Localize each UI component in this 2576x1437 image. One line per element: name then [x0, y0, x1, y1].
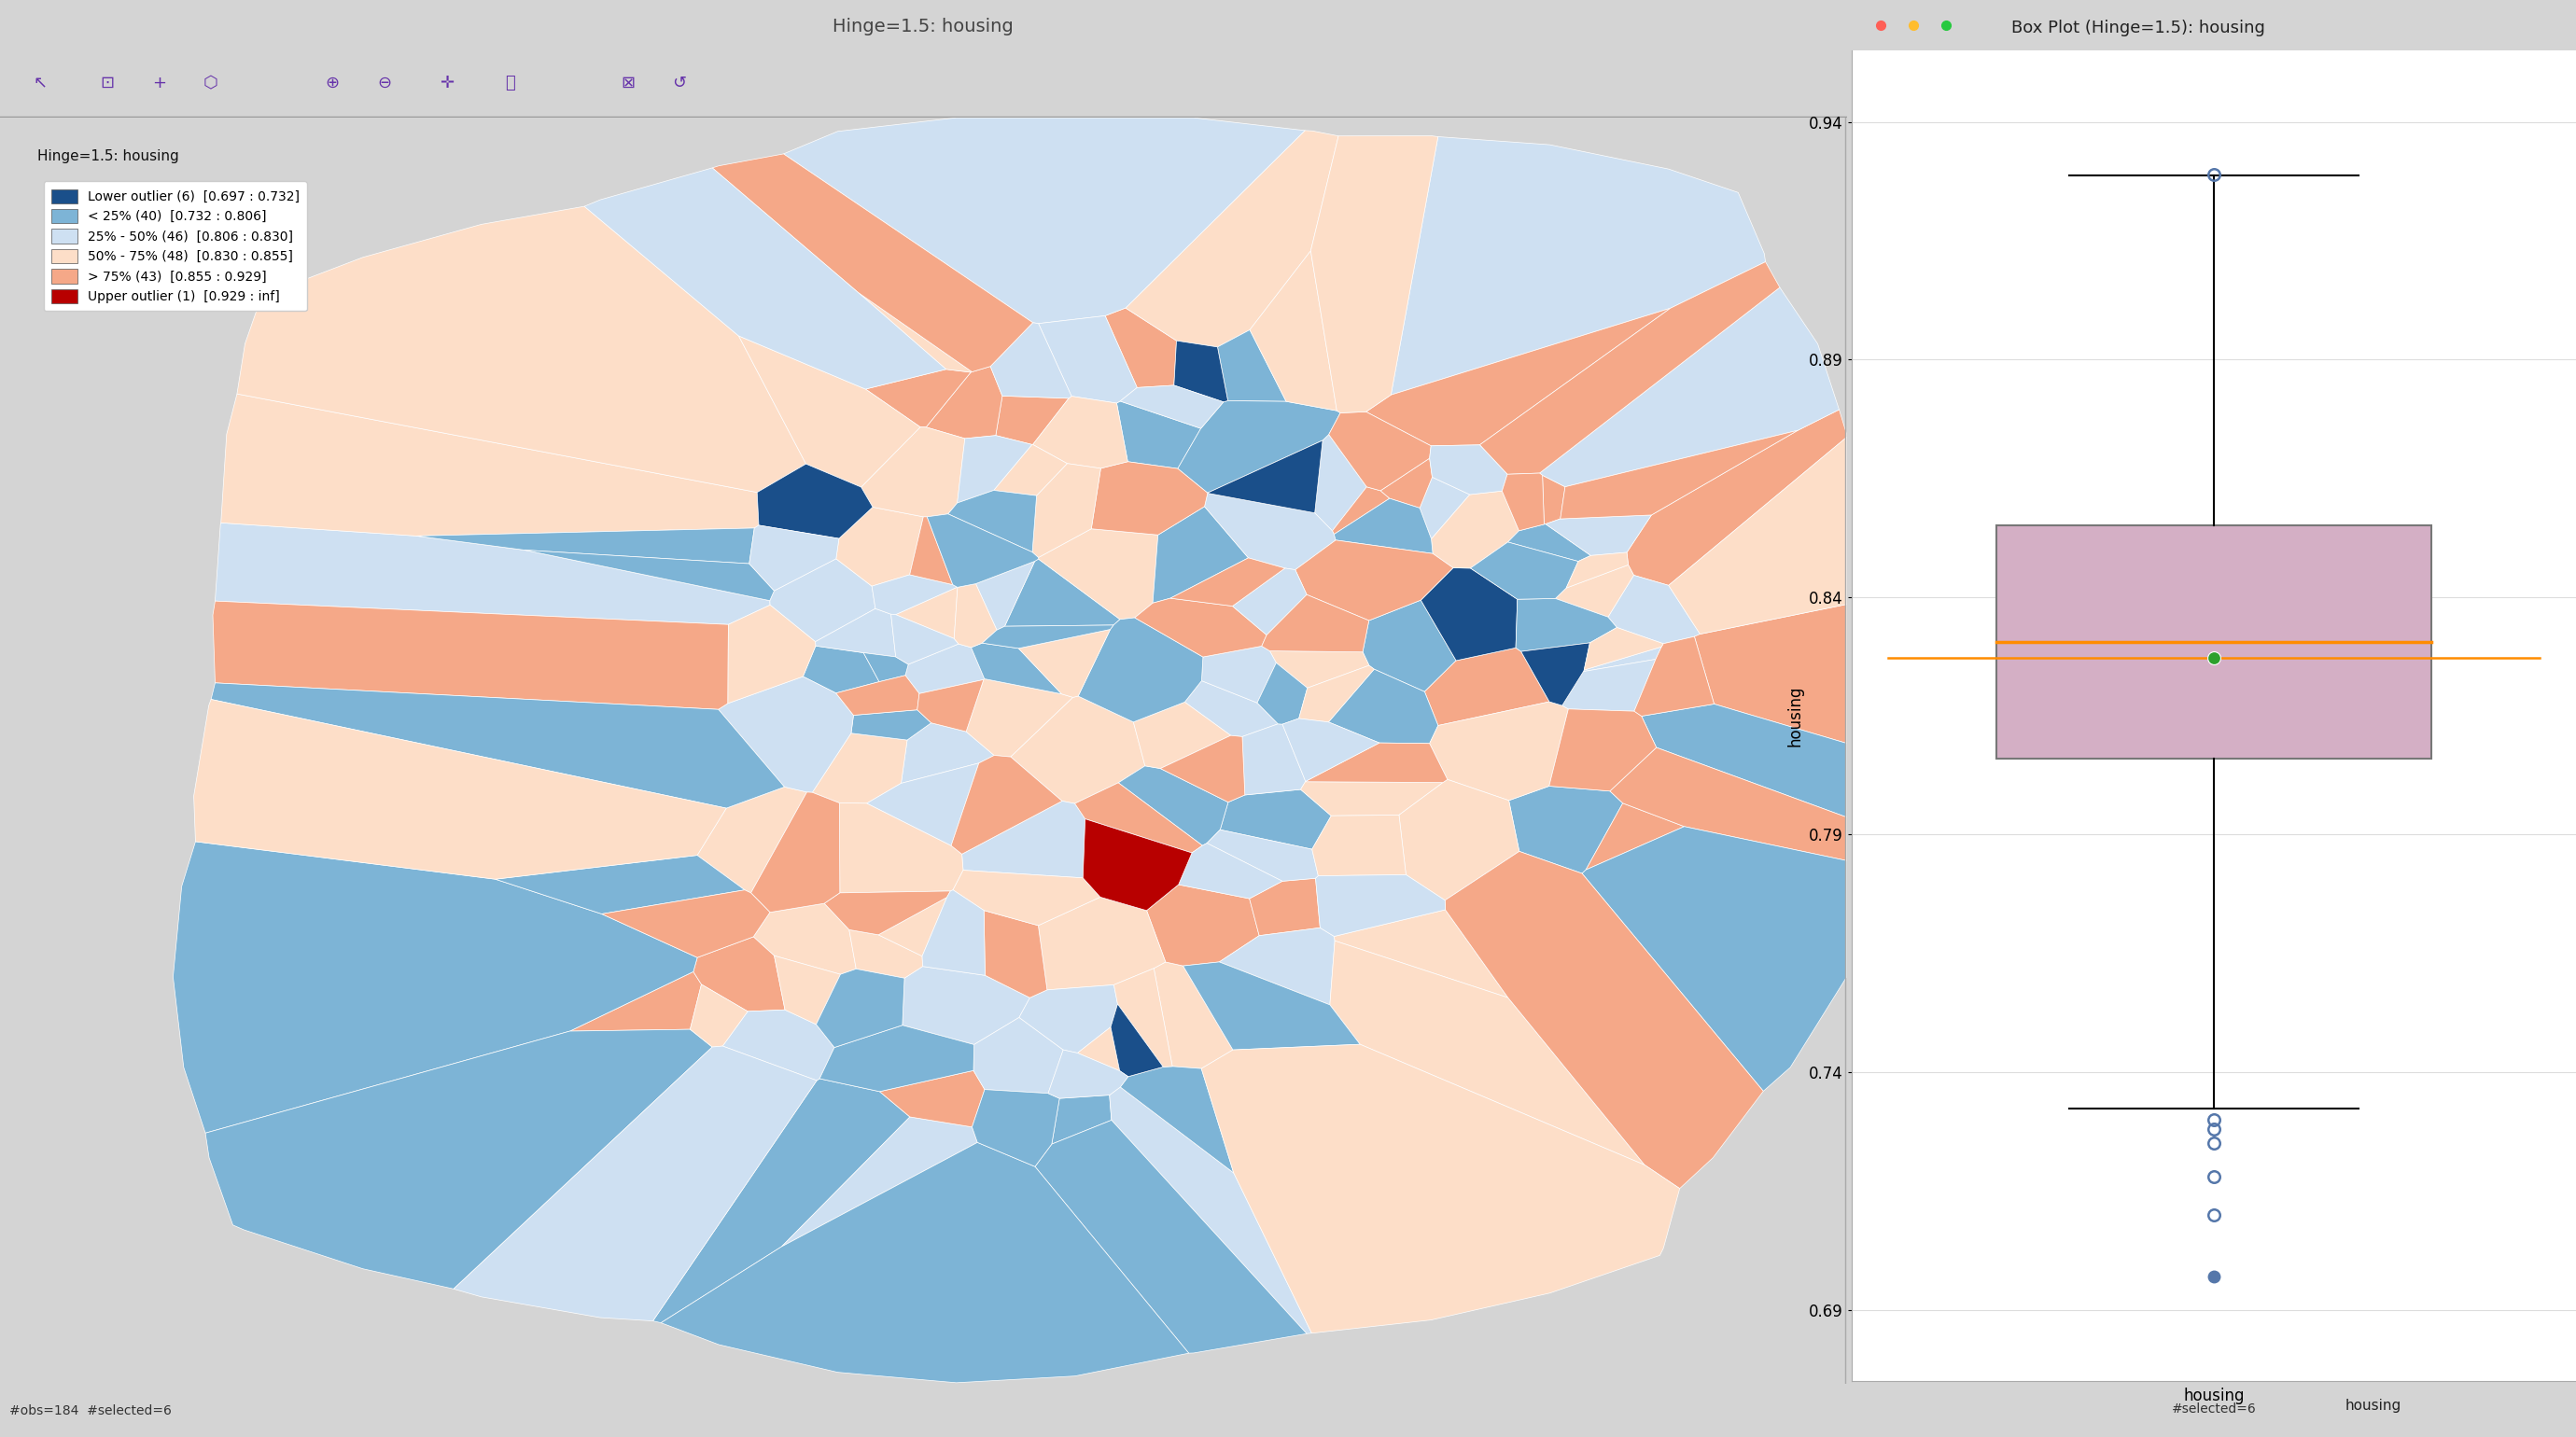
Text: ⊖: ⊖: [376, 75, 392, 92]
Text: ↖: ↖: [33, 75, 49, 92]
Text: ⤢: ⤢: [505, 75, 515, 92]
Text: Box Plot (Hinge=1.5): housing: Box Plot (Hinge=1.5): housing: [2012, 20, 2264, 36]
Text: Hinge=1.5: housing: Hinge=1.5: housing: [36, 149, 178, 164]
Text: ⬡: ⬡: [204, 75, 219, 92]
Text: ⊕: ⊕: [325, 75, 340, 92]
Text: Hinge=1.5: housing: Hinge=1.5: housing: [832, 17, 1015, 36]
Text: ⊠: ⊠: [621, 75, 634, 92]
Bar: [1996, 526, 2432, 759]
Text: +: +: [152, 75, 165, 92]
Text: #selected=6: #selected=6: [2172, 1403, 2257, 1415]
Text: ⊡: ⊡: [100, 75, 113, 92]
Text: ✛: ✛: [440, 75, 453, 92]
Legend: Lower outlier (6)  [0.697 : 0.732], < 25% (40)  [0.732 : 0.806], 25% - 50% (46) : Lower outlier (6) [0.697 : 0.732], < 25%…: [44, 181, 307, 312]
Text: ↺: ↺: [672, 75, 688, 92]
Text: #obs=184  #selected=6: #obs=184 #selected=6: [10, 1404, 173, 1417]
Y-axis label: housing: housing: [1788, 685, 1803, 746]
Text: housing: housing: [2344, 1398, 2401, 1413]
